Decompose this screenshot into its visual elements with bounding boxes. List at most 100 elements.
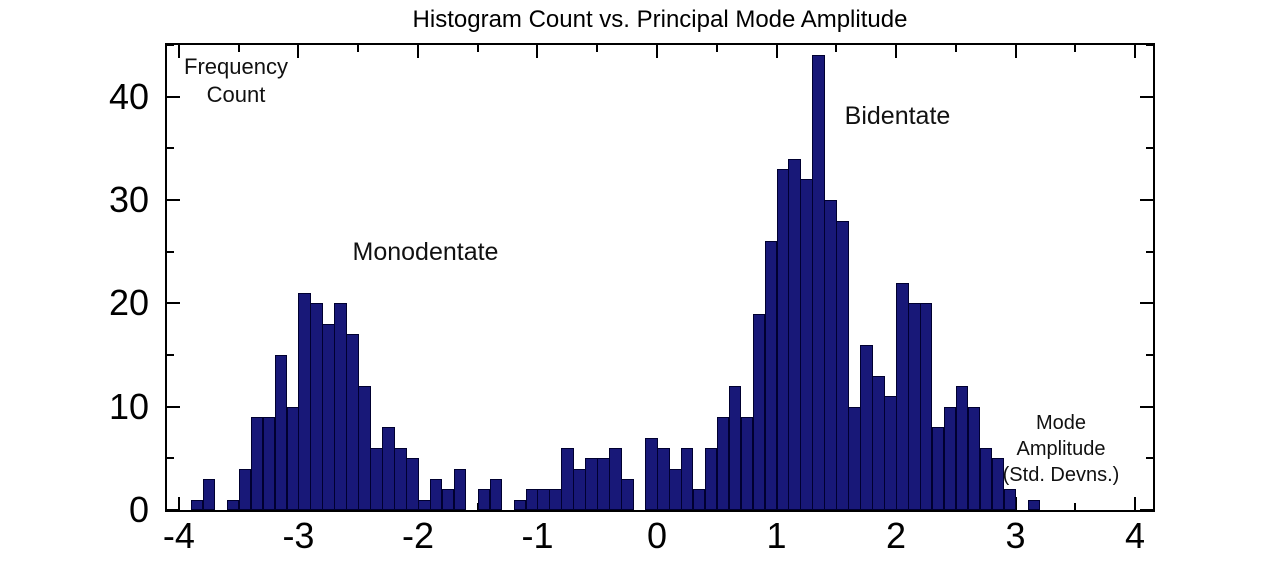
left-axis-tick [167,44,174,46]
histogram-bar [1027,499,1041,510]
left-axis-tick [167,509,180,511]
histogram-bar [585,458,598,510]
histogram-bar [907,303,921,510]
y-tick-label: 10 [108,385,149,427]
x-tick-label: 0 [646,515,668,556]
histogram-bar [238,468,252,510]
histogram-bar [346,334,359,510]
histogram-bar [298,293,311,510]
histogram-bar [621,479,634,510]
x-tick-label: -4 [162,515,195,556]
histogram-bar [836,220,849,510]
x-axis-in-plot-label: Mode Amplitude (Std. Devns.) [985,410,1137,488]
histogram-bar [967,406,981,510]
histogram-bar [955,386,969,510]
histogram-bar [824,200,837,510]
histogram-bar [429,479,443,510]
histogram-bar [919,303,933,510]
histogram-bar [668,468,682,510]
histogram-bar [884,396,897,510]
y-axis-label-line2: Count [206,82,266,107]
histogram-bar [764,241,778,510]
histogram-bar [274,355,288,510]
histogram-bar [394,448,407,510]
right-axis-tick [1140,199,1153,201]
y-tick-label: 40 [108,75,149,117]
top-axis-tick [835,45,838,52]
histogram-bar [896,282,909,510]
histogram-bar [943,406,957,510]
x-tick-label: 4 [1125,515,1146,556]
histogram-bar [477,489,491,510]
right-axis-tick [1146,354,1153,356]
x-tick-label: -1 [521,515,554,556]
right-axis-tick [1140,509,1153,511]
histogram-bar [716,417,730,510]
left-axis-tick [167,95,180,98]
histogram-bar [991,458,1005,510]
right-axis-tick [1146,44,1153,46]
histogram-bar [872,375,885,510]
histogram-bar [704,448,718,510]
histogram-bar [549,489,562,510]
histogram-bar [322,324,335,510]
histogram-bar [800,179,813,510]
right-axis-tick [1146,457,1153,460]
top-axis-tick [1134,45,1137,58]
x-tick-label: -2 [401,515,434,556]
x-axis-label-line3: (Std. Devns.) [1002,464,1120,486]
left-axis-tick [167,354,174,356]
top-axis-tick [1074,45,1077,52]
histogram-bar [358,386,371,510]
histogram-bar [226,499,240,510]
histogram-bar [812,55,825,510]
top-axis-tick [476,45,479,52]
plot-area [165,43,1155,512]
histogram-bar [453,468,467,510]
top-axis-tick [1014,45,1017,58]
bottom-axis-tick [1134,497,1137,510]
x-axis-label-line1: Mode [1035,412,1087,434]
histogram-bar [406,458,419,510]
histogram-bar [680,448,694,510]
top-axis-tick [536,45,539,58]
bottom-axis-tick [177,497,180,510]
histogram-bar [537,489,551,510]
histogram-bar [657,448,670,510]
x-tick-label: -3 [282,515,315,556]
top-axis-tick [237,45,240,52]
histogram-bar [788,158,802,510]
histogram-bar [417,499,431,510]
top-axis-tick [596,45,599,52]
monodentate-annotation: Monodentate [352,238,499,266]
x-axis-label-line2: Amplitude [1016,438,1106,460]
top-axis-tick [416,45,419,58]
histogram-bar [513,499,527,510]
y-tick-label: 30 [108,179,149,220]
histogram-bar [190,499,204,510]
left-axis-tick [167,250,174,253]
histogram-bar [740,417,754,510]
histogram-bar [286,406,300,510]
right-axis-tick [1140,95,1153,98]
y-tick-label: 20 [108,282,149,324]
histogram-bar [860,344,873,510]
histogram-bar [202,479,216,510]
y-axis-in-plot-label: Frequency Count [176,53,296,109]
bidentate-annotation: Bidentate [844,102,951,130]
right-axis-tick [1140,302,1153,305]
histogram-bar [310,303,323,510]
histogram-bar [262,417,276,510]
histogram-bar [334,303,347,510]
histogram-bar [573,468,586,510]
x-tick-label: 2 [886,515,907,556]
histogram-bar [1003,489,1017,510]
y-axis-label-line1: Frequency [184,54,288,79]
histogram-bar [597,458,610,510]
x-tick-label: 1 [766,515,787,556]
histogram-bar [525,489,539,510]
left-axis-tick [167,405,180,408]
left-axis-tick [167,457,174,460]
histogram-bar [776,169,790,510]
